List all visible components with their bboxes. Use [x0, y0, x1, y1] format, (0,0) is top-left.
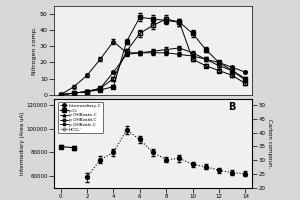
Text: B: B	[228, 102, 236, 112]
Y-axis label: Intermediary (Area uA): Intermediary (Area uA)	[20, 112, 26, 175]
Y-axis label: Nitrogen comp.: Nitrogen comp.	[32, 26, 37, 75]
Legend: Intermediary-C, p-Cr, p OHBzate-C, p OHBzald-C, p OHBzalc-C, HCO₃⁻: Intermediary-C, p-Cr, p OHBzate-C, p OHB…	[58, 102, 103, 133]
Y-axis label: Carbon compoun.: Carbon compoun.	[267, 119, 272, 168]
